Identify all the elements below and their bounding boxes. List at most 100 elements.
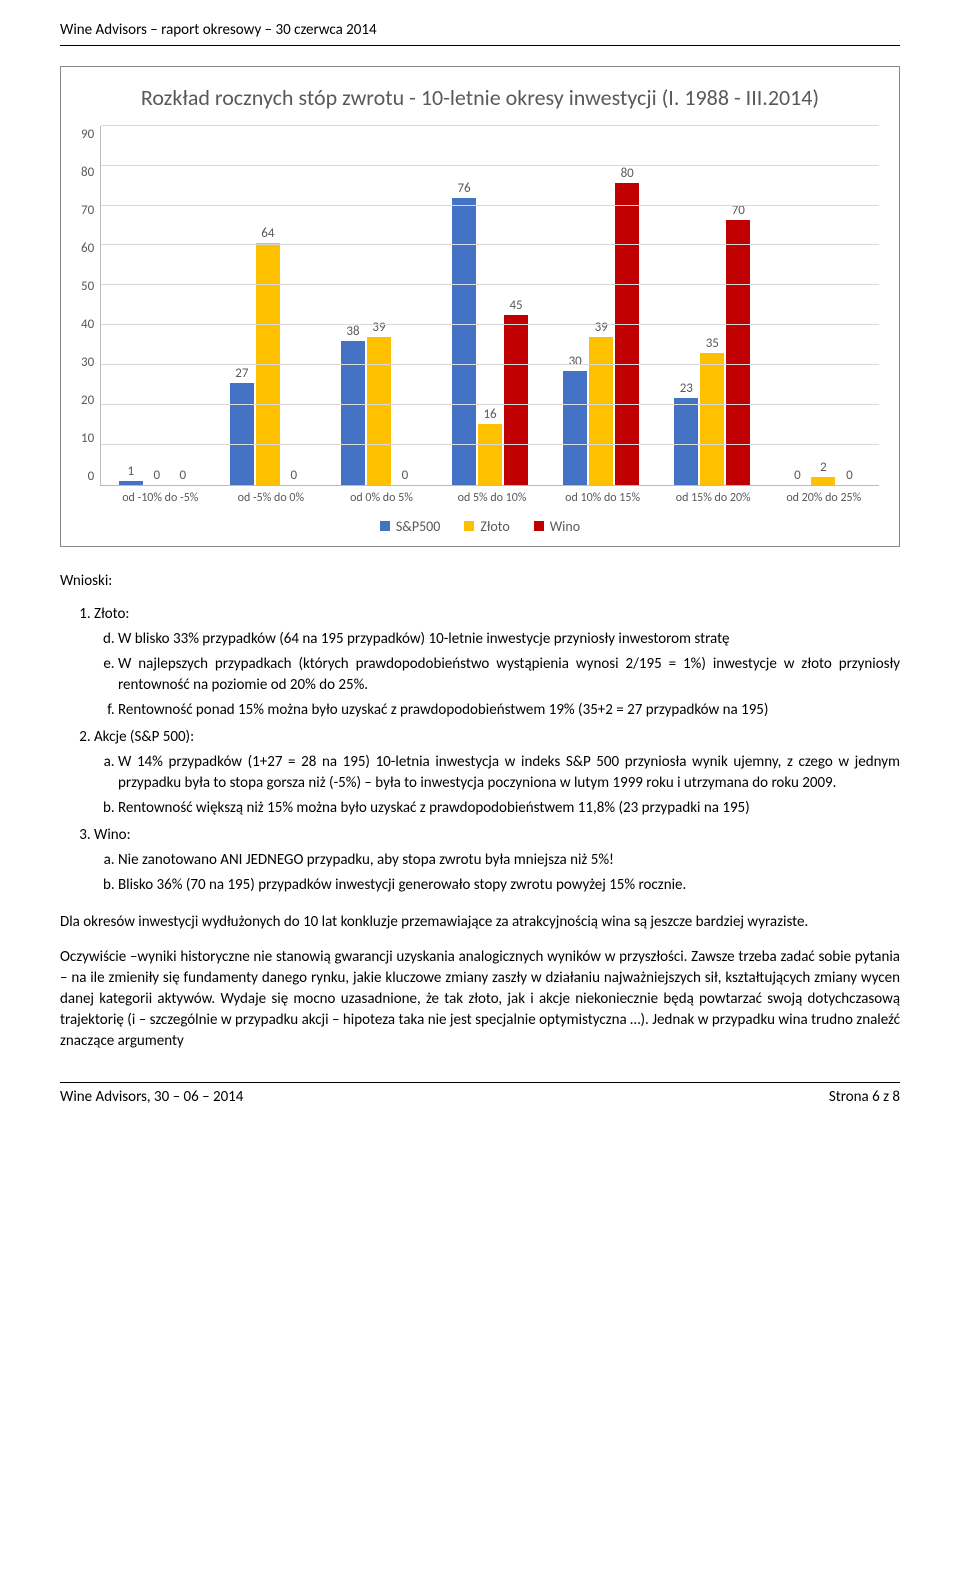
gridline — [101, 165, 879, 166]
bar-value-label: 45 — [509, 297, 522, 313]
legend-item: Złoto — [464, 517, 509, 537]
wino-item-a: Nie zanotowano ANI JEDNEGO przypadku, ab… — [118, 850, 900, 871]
chart-container: Rozkład rocznych stóp zwrotu - 10-letnie… — [60, 66, 900, 547]
akcje-item-b: Rentowność większą niż 15% można było uz… — [118, 798, 900, 819]
zloto-item-f: Rentowność ponad 15% można było uzyskać … — [118, 700, 900, 721]
chart-legend: S&P500 Złoto Wino — [81, 517, 879, 537]
bar-wrap: 64 — [256, 225, 280, 485]
bar-wrap: 1 — [119, 463, 143, 485]
akcje-label: Akcje (S&P 500): — [94, 728, 194, 746]
chart-title: Rozkład rocznych stóp zwrotu - 10-letnie… — [81, 83, 879, 114]
bar-value-label: 0 — [794, 467, 801, 483]
bar — [811, 477, 835, 485]
legend-swatch — [380, 521, 390, 531]
wino-item-b: Blisko 36% (70 na 195) przypadków inwest… — [118, 875, 900, 896]
y-tick-label: 50 — [81, 278, 94, 296]
legend-swatch — [534, 521, 544, 531]
bar-wrap: 0 — [145, 467, 169, 485]
y-tick-label: 80 — [81, 164, 94, 182]
bar-value-label: 80 — [621, 165, 634, 181]
bar-value-label: 2 — [820, 459, 827, 475]
bar-value-label: 38 — [346, 323, 359, 339]
bar-wrap: 30 — [563, 353, 587, 484]
bar-wrap: 2 — [811, 459, 835, 485]
y-tick-label: 10 — [81, 430, 94, 448]
bar-value-label: 39 — [372, 319, 385, 335]
gridline — [101, 444, 879, 445]
y-tick-label: 90 — [81, 126, 94, 144]
bar-value-label: 23 — [680, 380, 693, 396]
category-group: 0 2 0 — [768, 126, 879, 485]
x-axis: od -10% do -5%od -5% do 0%od 0% do 5% od … — [105, 490, 879, 507]
bar-wrap: 0 — [785, 467, 809, 485]
legend-label: Złoto — [480, 517, 509, 537]
bar-wrap: 16 — [478, 406, 502, 484]
paragraph-2: Oczywiście –wyniki historyczne nie stano… — [60, 947, 900, 1052]
bar-wrap: 0 — [282, 467, 306, 485]
category-group: 27 64 0 — [212, 126, 323, 485]
category-group: 76 16 45 — [435, 126, 546, 485]
wino-label: Wino: — [94, 826, 131, 844]
x-tick-label: od 10% do 15% — [547, 490, 658, 507]
y-tick-label: 20 — [81, 392, 94, 410]
x-tick-label: od 20% do 25% — [768, 490, 879, 507]
bar-wrap: 23 — [674, 380, 698, 485]
akcje-item-a: W 14% przypadków (1+27 = 28 na 195) 10-l… — [118, 752, 900, 794]
bar-value-label: 35 — [706, 335, 719, 351]
bar — [563, 371, 587, 484]
wnioski-heading: Wnioski: — [60, 571, 900, 592]
bar-value-label: 0 — [846, 467, 853, 483]
list-item-akcje: Akcje (S&P 500): W 14% przypadków (1+27 … — [94, 727, 900, 819]
bar-value-label: 27 — [235, 365, 248, 381]
bar — [504, 315, 528, 485]
zloto-label: Złoto: — [94, 605, 129, 623]
bar-value-label: 0 — [153, 467, 160, 483]
bar — [367, 337, 391, 484]
bar — [589, 337, 613, 484]
bar-value-label: 64 — [261, 225, 274, 241]
list-item-wino: Wino: Nie zanotowano ANI JEDNEGO przypad… — [94, 825, 900, 896]
chart-plot: 1002764038390761645303980233570020 — [100, 126, 879, 486]
conclusions-list: Złoto: W blisko 33% przypadków (64 na 19… — [60, 604, 900, 896]
bar — [726, 220, 750, 484]
bar — [478, 424, 502, 484]
bar-wrap: 39 — [589, 319, 613, 484]
category-group: 100 — [101, 126, 212, 485]
bar-wrap: 76 — [452, 180, 476, 485]
legend-label: S&P500 — [396, 517, 441, 537]
bar — [119, 481, 143, 485]
list-item-zloto: Złoto: W blisko 33% przypadków (64 na 19… — [94, 604, 900, 721]
category-group: 233570 — [657, 126, 768, 485]
paragraph-1: Dla okresów inwestycji wydłużonych do 10… — [60, 912, 900, 933]
chart-area: 9080706050403020100 10027640383907616453… — [81, 126, 879, 486]
bar — [700, 353, 724, 485]
x-tick-label: od -5% do 0% — [216, 490, 327, 507]
x-tick-label: od 0% do 5% — [326, 490, 437, 507]
gridline — [101, 404, 879, 405]
gridline — [101, 205, 879, 206]
bar-wrap: 39 — [367, 319, 391, 484]
legend-item: S&P500 — [380, 517, 441, 537]
category-group: 30 39 80 — [546, 126, 657, 485]
category-group: 38 39 0 — [323, 126, 434, 485]
bar — [341, 341, 365, 485]
bar-value-label: 76 — [457, 180, 470, 196]
footer-right: Strona 6 z 8 — [829, 1087, 900, 1108]
bar-value-label: 1 — [127, 463, 134, 479]
bar-value-label: 39 — [595, 319, 608, 335]
x-tick-label: od -10% do -5% — [105, 490, 216, 507]
bar — [615, 183, 639, 485]
bar-value-label: 0 — [291, 467, 298, 483]
bar-value-label: 30 — [569, 353, 582, 369]
y-tick-label: 60 — [81, 240, 94, 258]
x-tick-label: od 15% do 20% — [658, 490, 769, 507]
bar-value-label: 0 — [402, 467, 409, 483]
gridline — [101, 284, 879, 285]
y-tick-label: 70 — [81, 202, 94, 220]
bar-wrap: 35 — [700, 335, 724, 485]
bar-wrap: 27 — [230, 365, 254, 485]
y-tick-label: 30 — [81, 354, 94, 372]
gridline — [101, 125, 879, 126]
legend-label: Wino — [550, 517, 580, 537]
legend-item: Wino — [534, 517, 580, 537]
